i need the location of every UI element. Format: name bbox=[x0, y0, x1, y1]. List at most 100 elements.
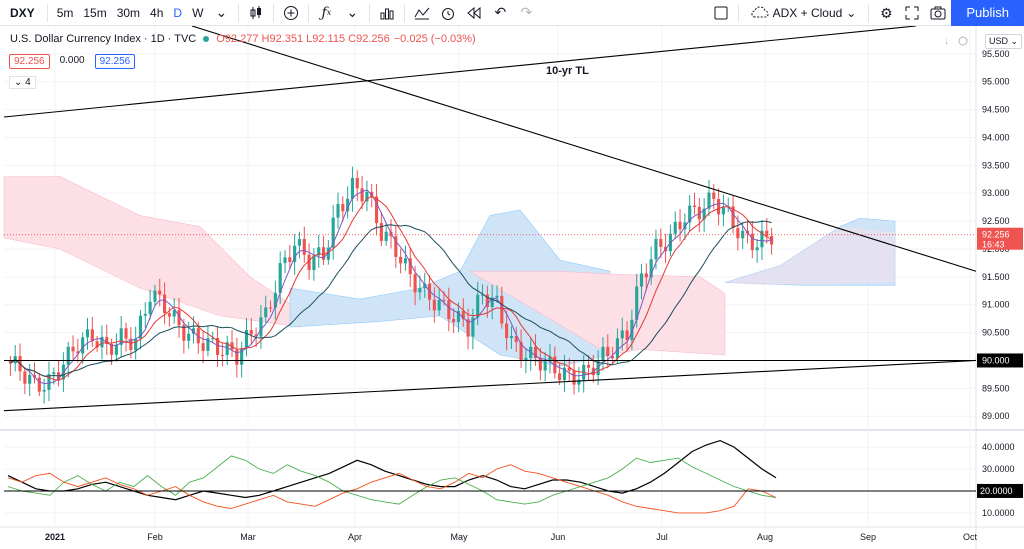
x-tick-label: Aug bbox=[757, 532, 773, 542]
alert-wave-icon[interactable] bbox=[409, 0, 435, 26]
candle-body bbox=[259, 317, 263, 337]
camera-icon[interactable] bbox=[925, 0, 951, 26]
indicators-template-label: ADX + Cloud bbox=[772, 6, 843, 20]
interval-5m[interactable]: 5m bbox=[56, 5, 74, 20]
fullscreen-icon[interactable] bbox=[899, 0, 925, 26]
symbol-search[interactable]: DXY bbox=[10, 5, 35, 20]
toolbar-divider bbox=[273, 3, 275, 22]
undo-icon[interactable]: ↶ bbox=[494, 4, 507, 20]
hline-label-bg bbox=[977, 353, 1023, 368]
toolbar-right: ADX + Cloud ⌄ ⚙ Publish bbox=[708, 0, 1024, 26]
candle-body bbox=[346, 198, 350, 212]
candle-body bbox=[206, 338, 210, 351]
candle-body bbox=[216, 338, 220, 355]
candle-body bbox=[81, 337, 85, 354]
redo-icon[interactable]: ↷ bbox=[520, 4, 533, 20]
layout-square-icon[interactable] bbox=[708, 0, 734, 26]
y-tick-label: 93.500 bbox=[982, 160, 1010, 170]
candle-body bbox=[423, 283, 427, 289]
replay-icon[interactable] bbox=[461, 0, 487, 26]
candle-body bbox=[28, 375, 32, 384]
interval-30m[interactable]: 30m bbox=[116, 5, 141, 20]
candle-body bbox=[182, 325, 186, 341]
candle-body bbox=[90, 329, 94, 342]
adx-tick-label: 40.0000 bbox=[982, 442, 1015, 452]
candle-body bbox=[707, 192, 711, 209]
candle-body bbox=[495, 295, 499, 298]
price-badges: 92.256 0.000 92.256 bbox=[9, 54, 136, 69]
candle-body bbox=[225, 342, 229, 355]
candle-body bbox=[538, 358, 542, 371]
publish-button[interactable]: Publish bbox=[951, 0, 1024, 26]
y-tick-label: 91.000 bbox=[982, 300, 1010, 310]
candle-body bbox=[317, 247, 321, 256]
candle-body bbox=[765, 230, 769, 237]
adx-series-2 bbox=[7, 464, 777, 514]
candle-body bbox=[167, 313, 171, 317]
candle-body bbox=[452, 319, 456, 323]
candle-body bbox=[649, 259, 653, 278]
candle-body bbox=[374, 196, 379, 224]
candles-icon[interactable] bbox=[243, 0, 269, 26]
candle-body bbox=[293, 245, 297, 263]
candle-body bbox=[379, 223, 383, 241]
candle-body bbox=[278, 263, 282, 293]
candle-body bbox=[654, 238, 658, 260]
candle-body bbox=[148, 301, 152, 314]
candle-body bbox=[158, 290, 162, 295]
candle-body bbox=[505, 323, 509, 339]
candle-body bbox=[191, 328, 196, 334]
candle-body bbox=[736, 228, 740, 239]
candle-body bbox=[312, 255, 316, 271]
candle-body bbox=[683, 222, 687, 230]
gear-icon[interactable]: ⚙ bbox=[880, 4, 893, 21]
candle-body bbox=[235, 349, 239, 365]
candle-body bbox=[360, 188, 364, 202]
candle-body bbox=[620, 330, 624, 339]
interval-15m[interactable]: 15m bbox=[83, 5, 107, 20]
x-tick-label: Jul bbox=[656, 532, 668, 542]
adx-tick-label: 30.0000 bbox=[982, 464, 1015, 474]
trendline-lower bbox=[3, 359, 977, 412]
candle-body bbox=[461, 311, 465, 320]
candle-body bbox=[264, 307, 268, 318]
adx-series-0 bbox=[7, 439, 777, 501]
y-tick-label: 89.500 bbox=[982, 383, 1010, 393]
series-legend: U.S. Dollar Currency Index · 1D · TVC O9… bbox=[10, 33, 476, 45]
candle-body bbox=[601, 346, 605, 360]
candle-body bbox=[114, 344, 118, 355]
candle-body bbox=[71, 346, 75, 352]
currency-selector[interactable]: USD ⌄ bbox=[985, 34, 1023, 49]
ma-line-fast bbox=[10, 189, 772, 385]
compare-plus-icon[interactable] bbox=[278, 0, 304, 26]
adx-threshold-label: 20.0000 bbox=[980, 486, 1013, 496]
candle-body bbox=[476, 294, 480, 318]
candle-body bbox=[177, 310, 181, 326]
interval-1d[interactable]: D bbox=[173, 5, 183, 20]
candle-body bbox=[240, 348, 244, 365]
chevron-down-icon[interactable]: ⌄ bbox=[346, 4, 359, 20]
candle-body bbox=[326, 247, 330, 260]
candle-body bbox=[47, 374, 51, 390]
indicator-count: 4 bbox=[25, 77, 31, 88]
candle-body bbox=[42, 389, 46, 392]
indicator-count-toggle[interactable]: ⌄ 4 bbox=[9, 76, 36, 89]
interval-4h[interactable]: 4h bbox=[150, 5, 164, 20]
chevron-down-icon[interactable]: ⌄ bbox=[215, 4, 228, 20]
adx-tick-label: 10.0000 bbox=[982, 508, 1015, 518]
candle-body bbox=[567, 367, 571, 371]
candle-body bbox=[418, 288, 422, 293]
interval-1w[interactable]: W bbox=[192, 5, 204, 20]
candle-body bbox=[500, 295, 504, 324]
candle-body bbox=[394, 236, 398, 257]
candle-body bbox=[95, 341, 99, 348]
candle-body bbox=[688, 205, 692, 223]
candle-body bbox=[562, 367, 566, 380]
candle-body bbox=[297, 238, 302, 246]
chart-canvas[interactable]: 89.00089.50090.00090.50091.00091.50092.0… bbox=[0, 26, 1024, 549]
indicators-template[interactable]: ADX + Cloud ⌄ bbox=[743, 5, 865, 22]
candle-body bbox=[702, 208, 706, 220]
bar-chart-icon[interactable] bbox=[374, 0, 400, 26]
alarm-clock-icon[interactable] bbox=[435, 0, 461, 26]
